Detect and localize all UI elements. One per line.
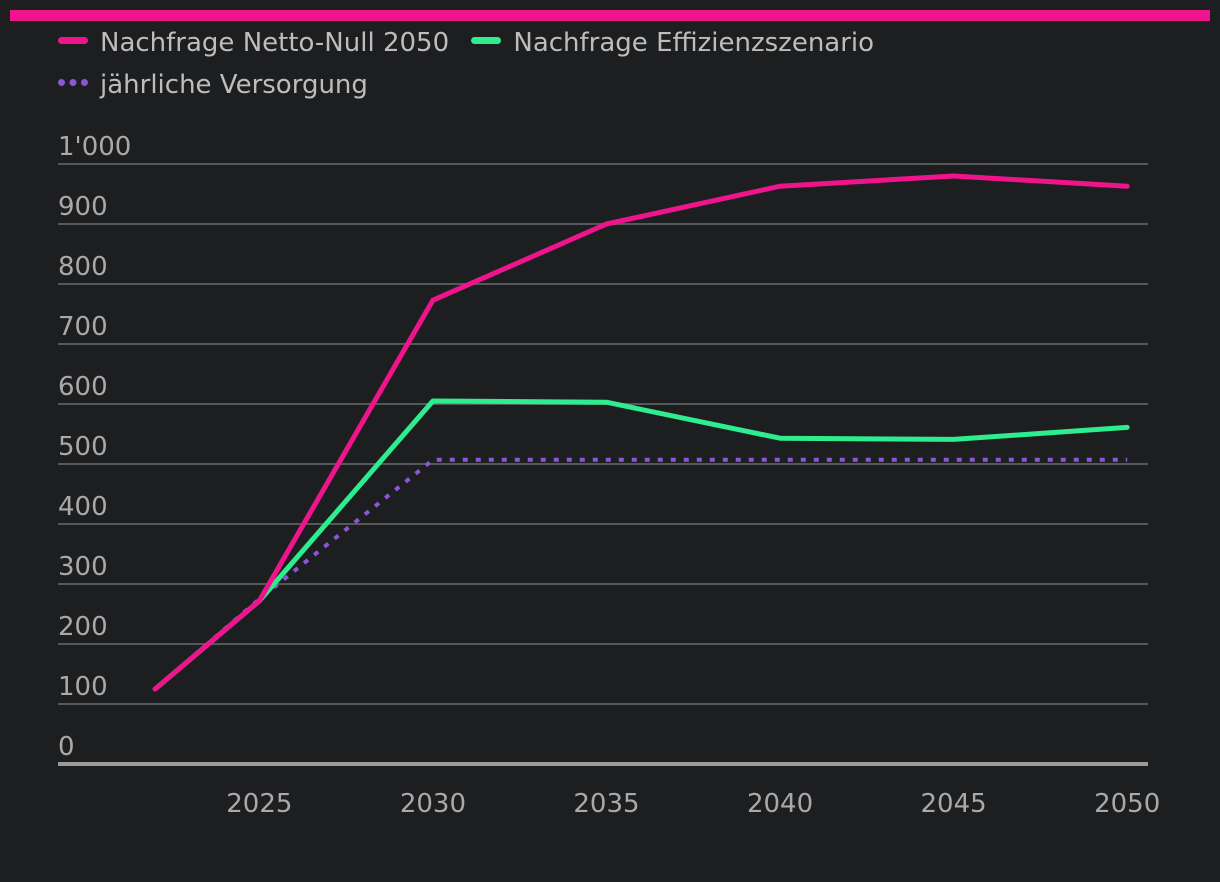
x-tick-label: 2030 xyxy=(400,789,466,819)
y-tick-label: 200 xyxy=(58,612,108,642)
x-tick-label: 2025 xyxy=(226,789,292,819)
y-tick-label: 300 xyxy=(58,552,108,582)
y-tick-label: 600 xyxy=(58,372,108,402)
legend-item-effizienz: Nachfrage Effizienzszenario xyxy=(471,22,874,64)
legend-item-netto-null: Nachfrage Netto-Null 2050 xyxy=(58,22,449,64)
legend-swatch-effizienz xyxy=(471,37,502,44)
y-tick-label: 100 xyxy=(58,672,108,702)
x-tick-label: 2040 xyxy=(747,789,813,819)
y-tick-label: 800 xyxy=(58,252,108,282)
legend-label-netto-null: Nachfrage Netto-Null 2050 xyxy=(100,28,450,58)
series-line-nachfrage-effizienzszenario xyxy=(152,398,1130,692)
y-tick-label: 900 xyxy=(58,192,108,222)
legend-label-effizienz: Nachfrage Effizienzszenario xyxy=(513,28,875,58)
x-tick-label: 2050 xyxy=(1094,789,1160,819)
legend-swatch-versorgung xyxy=(58,79,88,86)
y-tick-label: 500 xyxy=(58,432,108,462)
legend-swatch-netto-null xyxy=(58,37,88,44)
x-tick-label: 2045 xyxy=(921,789,987,819)
y-tick-label: 400 xyxy=(58,492,108,522)
series-line-nachfrage-netto-null-2050 xyxy=(152,173,1130,692)
y-tick-label: 700 xyxy=(58,312,108,342)
y-tick-label: 0 xyxy=(58,732,75,762)
legend-label-versorgung: jährliche Versorgung xyxy=(100,70,368,100)
accent-bar xyxy=(10,10,1210,21)
x-tick-label: 2035 xyxy=(573,789,639,819)
legend: Nachfrage Netto-Null 2050 Nachfrage Effi… xyxy=(58,22,1128,106)
series-line-j-hrliche-versorgung xyxy=(153,457,1128,691)
legend-item-versorgung: jährliche Versorgung xyxy=(58,64,368,106)
y-tick-label: 1'000 xyxy=(58,132,131,162)
